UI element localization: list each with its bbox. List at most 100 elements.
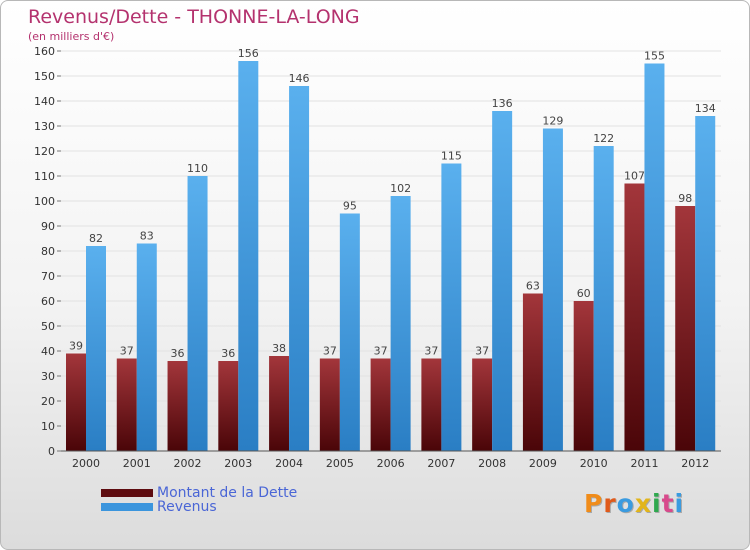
x-tick-label: 2011 [630,457,658,470]
y-tick-label: 70 [41,270,55,283]
x-tick-label: 2005 [326,457,354,470]
data-label-revenus: 136 [492,97,513,110]
y-tick-label: 110 [34,170,55,183]
data-label-dette: 38 [272,342,286,355]
legend-label-debt: Montant de la Dette [157,485,298,501]
y-tick-label: 100 [34,195,55,208]
x-tick-label: 2000 [72,457,100,470]
y-tick-label: 120 [34,145,55,158]
bar-revenus [136,243,157,451]
x-tick-label: 2012 [681,457,709,470]
proxiti-logo: Proxiti [584,489,684,518]
bar-revenus [187,176,208,451]
x-tick-label: 2008 [478,457,506,470]
x-tick-label: 2004 [275,457,303,470]
bar-revenus [289,86,310,451]
data-label-dette: 36 [171,347,185,360]
logo-letter: t [661,489,675,518]
legend-swatch-debt [101,489,153,497]
y-tick-label: 50 [41,320,55,333]
bar-dette [522,293,543,451]
chart-title: Revenus/Dette - THONNE-LA-LONG [28,6,360,28]
data-label-dette: 37 [120,345,134,358]
data-label-revenus: 156 [238,47,259,60]
bar-revenus [339,213,360,451]
bar-dette [218,361,239,451]
bar-dette [167,361,188,451]
x-tick-label: 2002 [174,457,202,470]
x-tick-label: 2007 [427,457,455,470]
legend-label-revenus: Revenus [157,499,217,515]
y-tick-label: 150 [34,70,55,83]
y-tick-label: 140 [34,95,55,108]
bar-revenus [492,111,513,451]
bar-revenus [238,61,259,451]
data-label-revenus: 83 [140,230,154,243]
y-axis-ticks: 0 10 20 30 40 50 60 70 80 90 100 110 120 130 140 150 160 [34,45,61,458]
bar-dette [675,206,696,451]
x-tick-label: 2001 [123,457,151,470]
bar-dette [116,358,137,451]
legend-item-revenus: Revenus [101,500,297,514]
x-tick-label: 2010 [580,457,608,470]
bar-dette [319,358,340,451]
data-label-revenus: 82 [89,232,103,245]
legend: Montant de la Dette Revenus [101,486,297,514]
logo-letter: i [674,489,685,518]
logo-letter: i [652,489,662,518]
data-label-dette: 63 [526,280,540,293]
logo-letter: P [584,489,604,518]
x-axis-ticks: 2000 2001 2002 2003 2004 2005 2006 2007 2008 2009… [72,457,709,470]
data-label-revenus: 102 [390,182,411,195]
bar-dette [573,301,594,451]
y-tick-label: 130 [34,120,55,133]
legend-item-debt: Montant de la Dette [101,486,297,500]
bar-dette [624,183,645,451]
bar-revenus [593,146,614,451]
bar-revenus [542,128,563,451]
bar-dette [269,356,290,451]
data-label-revenus: 122 [593,132,614,145]
data-label-revenus: 95 [343,200,357,213]
data-label-revenus: 129 [542,115,563,128]
bar-revenus [441,163,462,451]
x-tick-label: 2006 [377,457,405,470]
y-tick-label: 0 [48,445,55,458]
y-tick-label: 60 [41,295,55,308]
y-tick-label: 90 [41,220,55,233]
data-label-dette: 39 [69,340,83,353]
bar-revenus [390,196,411,451]
y-tick-label: 80 [41,245,55,258]
bar-dette [66,353,86,451]
y-tick-label: 20 [41,395,55,408]
x-tick-label: 2009 [529,457,557,470]
y-tick-label: 160 [34,45,55,58]
data-label-dette: 98 [678,192,692,205]
data-label-revenus: 155 [644,50,665,63]
legend-swatch-revenus [101,503,153,511]
chart-subtitle: (en milliers d'€) [28,30,115,43]
data-label-revenus: 134 [695,102,716,115]
data-label-dette: 37 [424,345,438,358]
y-tick-label: 40 [41,345,55,358]
data-label-dette: 107 [624,170,645,183]
y-tick-label: 30 [41,370,55,383]
data-label-dette: 37 [374,345,388,358]
data-label-dette: 37 [323,345,337,358]
bar-dette [472,358,493,451]
bar-revenus [695,116,716,451]
data-label-dette: 36 [221,347,235,360]
bar-dette [370,358,391,451]
data-labels: 39 82 37 83 36 110 36 156 38 146 37 95 37 102 37 115 37 1… [69,47,716,360]
y-tick-label: 10 [41,420,55,433]
data-label-dette: 37 [475,345,489,358]
data-label-revenus: 115 [441,150,462,163]
data-label-dette: 60 [577,287,591,300]
logo-letter: x [634,489,652,518]
data-label-revenus: 110 [187,162,208,175]
bar-dette [421,358,442,451]
bar-revenus [86,246,106,451]
x-tick-label: 2003 [224,457,252,470]
